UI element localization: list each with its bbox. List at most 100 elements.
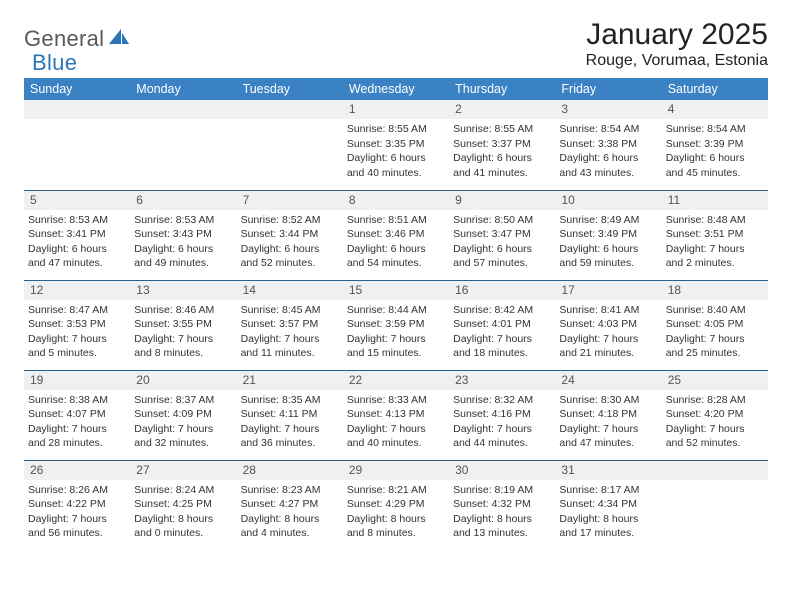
- calendar-cell: 14Sunrise: 8:45 AMSunset: 3:57 PMDayligh…: [237, 280, 343, 370]
- day-body: Sunrise: 8:37 AMSunset: 4:09 PMDaylight:…: [130, 390, 236, 453]
- day-body: Sunrise: 8:32 AMSunset: 4:16 PMDaylight:…: [449, 390, 555, 453]
- day-number: 21: [237, 371, 343, 390]
- calendar-cell: [237, 100, 343, 190]
- calendar-cell: 11Sunrise: 8:48 AMSunset: 3:51 PMDayligh…: [662, 190, 768, 280]
- calendar-cell: 16Sunrise: 8:42 AMSunset: 4:01 PMDayligh…: [449, 280, 555, 370]
- weekday-header: Thursday: [449, 78, 555, 100]
- day-body: Sunrise: 8:45 AMSunset: 3:57 PMDaylight:…: [237, 300, 343, 363]
- day-number-empty: [130, 100, 236, 119]
- day-number: 6: [130, 191, 236, 210]
- calendar-week-row: 12Sunrise: 8:47 AMSunset: 3:53 PMDayligh…: [24, 280, 768, 370]
- logo-text-general: General: [24, 26, 104, 52]
- day-body: Sunrise: 8:53 AMSunset: 3:41 PMDaylight:…: [24, 210, 130, 273]
- day-number: 24: [555, 371, 661, 390]
- calendar-cell: 1Sunrise: 8:55 AMSunset: 3:35 PMDaylight…: [343, 100, 449, 190]
- calendar-cell: 22Sunrise: 8:33 AMSunset: 4:13 PMDayligh…: [343, 370, 449, 460]
- calendar-cell: 26Sunrise: 8:26 AMSunset: 4:22 PMDayligh…: [24, 460, 130, 550]
- day-body: Sunrise: 8:47 AMSunset: 3:53 PMDaylight:…: [24, 300, 130, 363]
- day-body: Sunrise: 8:23 AMSunset: 4:27 PMDaylight:…: [237, 480, 343, 543]
- calendar-cell: 15Sunrise: 8:44 AMSunset: 3:59 PMDayligh…: [343, 280, 449, 370]
- calendar-cell: [24, 100, 130, 190]
- day-body: Sunrise: 8:35 AMSunset: 4:11 PMDaylight:…: [237, 390, 343, 453]
- day-body: Sunrise: 8:19 AMSunset: 4:32 PMDaylight:…: [449, 480, 555, 543]
- day-body: Sunrise: 8:28 AMSunset: 4:20 PMDaylight:…: [662, 390, 768, 453]
- day-number: 1: [343, 100, 449, 119]
- day-body: Sunrise: 8:30 AMSunset: 4:18 PMDaylight:…: [555, 390, 661, 453]
- title-block: January 2025 Rouge, Vorumaa, Estonia: [586, 18, 768, 70]
- day-body: Sunrise: 8:55 AMSunset: 3:35 PMDaylight:…: [343, 119, 449, 182]
- day-number: 26: [24, 461, 130, 480]
- calendar-cell: 20Sunrise: 8:37 AMSunset: 4:09 PMDayligh…: [130, 370, 236, 460]
- day-body: Sunrise: 8:48 AMSunset: 3:51 PMDaylight:…: [662, 210, 768, 273]
- calendar-cell: 19Sunrise: 8:38 AMSunset: 4:07 PMDayligh…: [24, 370, 130, 460]
- calendar-cell: 8Sunrise: 8:51 AMSunset: 3:46 PMDaylight…: [343, 190, 449, 280]
- day-body: Sunrise: 8:55 AMSunset: 3:37 PMDaylight:…: [449, 119, 555, 182]
- calendar-cell: 2Sunrise: 8:55 AMSunset: 3:37 PMDaylight…: [449, 100, 555, 190]
- calendar-week-row: 26Sunrise: 8:26 AMSunset: 4:22 PMDayligh…: [24, 460, 768, 550]
- calendar-cell: 7Sunrise: 8:52 AMSunset: 3:44 PMDaylight…: [237, 190, 343, 280]
- day-number: 11: [662, 191, 768, 210]
- day-body: Sunrise: 8:42 AMSunset: 4:01 PMDaylight:…: [449, 300, 555, 363]
- day-body: Sunrise: 8:17 AMSunset: 4:34 PMDaylight:…: [555, 480, 661, 543]
- day-number: 5: [24, 191, 130, 210]
- calendar-week-row: 19Sunrise: 8:38 AMSunset: 4:07 PMDayligh…: [24, 370, 768, 460]
- calendar-cell: 24Sunrise: 8:30 AMSunset: 4:18 PMDayligh…: [555, 370, 661, 460]
- logo-blue-row: Blue: [32, 50, 77, 76]
- day-body-empty: [662, 480, 768, 538]
- day-number: 15: [343, 281, 449, 300]
- day-body: Sunrise: 8:33 AMSunset: 4:13 PMDaylight:…: [343, 390, 449, 453]
- day-number: 30: [449, 461, 555, 480]
- day-body: Sunrise: 8:50 AMSunset: 3:47 PMDaylight:…: [449, 210, 555, 273]
- calendar-week-row: 1Sunrise: 8:55 AMSunset: 3:35 PMDaylight…: [24, 100, 768, 190]
- day-body: Sunrise: 8:52 AMSunset: 3:44 PMDaylight:…: [237, 210, 343, 273]
- calendar-cell: 17Sunrise: 8:41 AMSunset: 4:03 PMDayligh…: [555, 280, 661, 370]
- day-number: 19: [24, 371, 130, 390]
- day-body-empty: [24, 119, 130, 177]
- weekday-header: Wednesday: [343, 78, 449, 100]
- month-title: January 2025: [586, 18, 768, 52]
- location: Rouge, Vorumaa, Estonia: [586, 52, 768, 70]
- day-body: Sunrise: 8:49 AMSunset: 3:49 PMDaylight:…: [555, 210, 661, 273]
- day-body-empty: [237, 119, 343, 177]
- logo-sail-icon: [107, 27, 131, 52]
- calendar-cell: 4Sunrise: 8:54 AMSunset: 3:39 PMDaylight…: [662, 100, 768, 190]
- calendar-cell: [130, 100, 236, 190]
- calendar-cell: 6Sunrise: 8:53 AMSunset: 3:43 PMDaylight…: [130, 190, 236, 280]
- day-body-empty: [130, 119, 236, 177]
- calendar-body: 1Sunrise: 8:55 AMSunset: 3:35 PMDaylight…: [24, 100, 768, 550]
- calendar-cell: 30Sunrise: 8:19 AMSunset: 4:32 PMDayligh…: [449, 460, 555, 550]
- day-number: 17: [555, 281, 661, 300]
- day-number: 2: [449, 100, 555, 119]
- day-number-empty: [237, 100, 343, 119]
- day-number: 4: [662, 100, 768, 119]
- day-number: 25: [662, 371, 768, 390]
- calendar-cell: 10Sunrise: 8:49 AMSunset: 3:49 PMDayligh…: [555, 190, 661, 280]
- day-body: Sunrise: 8:21 AMSunset: 4:29 PMDaylight:…: [343, 480, 449, 543]
- day-body: Sunrise: 8:46 AMSunset: 3:55 PMDaylight:…: [130, 300, 236, 363]
- weekday-header: Sunday: [24, 78, 130, 100]
- calendar-cell: 28Sunrise: 8:23 AMSunset: 4:27 PMDayligh…: [237, 460, 343, 550]
- day-body: Sunrise: 8:53 AMSunset: 3:43 PMDaylight:…: [130, 210, 236, 273]
- day-number: 10: [555, 191, 661, 210]
- day-number: 3: [555, 100, 661, 119]
- day-number: 8: [343, 191, 449, 210]
- day-number: 18: [662, 281, 768, 300]
- calendar-cell: 13Sunrise: 8:46 AMSunset: 3:55 PMDayligh…: [130, 280, 236, 370]
- calendar-cell: 23Sunrise: 8:32 AMSunset: 4:16 PMDayligh…: [449, 370, 555, 460]
- day-number-empty: [662, 461, 768, 480]
- header: General January 2025 Rouge, Vorumaa, Est…: [24, 18, 768, 70]
- day-number-empty: [24, 100, 130, 119]
- weekday-header: Monday: [130, 78, 236, 100]
- calendar-cell: 21Sunrise: 8:35 AMSunset: 4:11 PMDayligh…: [237, 370, 343, 460]
- day-body: Sunrise: 8:51 AMSunset: 3:46 PMDaylight:…: [343, 210, 449, 273]
- calendar-cell: 9Sunrise: 8:50 AMSunset: 3:47 PMDaylight…: [449, 190, 555, 280]
- logo-text-blue: Blue: [32, 50, 77, 75]
- day-body: Sunrise: 8:24 AMSunset: 4:25 PMDaylight:…: [130, 480, 236, 543]
- calendar-cell: 27Sunrise: 8:24 AMSunset: 4:25 PMDayligh…: [130, 460, 236, 550]
- logo: General: [24, 18, 133, 52]
- day-number: 9: [449, 191, 555, 210]
- weekday-header: Saturday: [662, 78, 768, 100]
- calendar-table: SundayMondayTuesdayWednesdayThursdayFrid…: [24, 78, 768, 550]
- day-body: Sunrise: 8:54 AMSunset: 3:39 PMDaylight:…: [662, 119, 768, 182]
- day-body: Sunrise: 8:41 AMSunset: 4:03 PMDaylight:…: [555, 300, 661, 363]
